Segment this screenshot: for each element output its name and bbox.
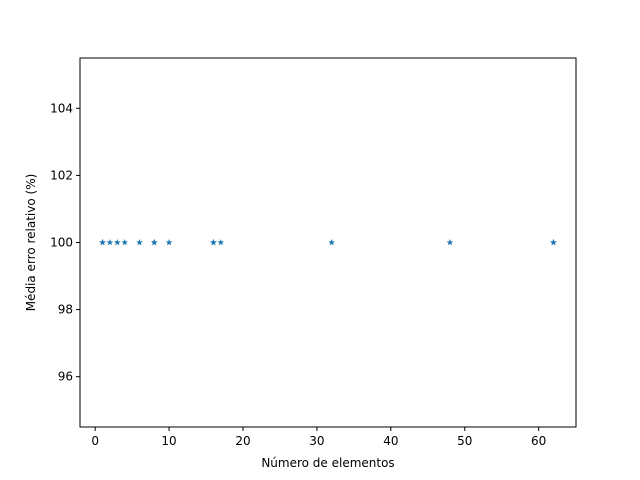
data-point [210,239,217,246]
data-point [136,239,143,246]
x-tick-label: 20 [235,434,250,448]
x-tick-label: 60 [531,434,546,448]
x-tick-label: 40 [383,434,398,448]
x-tick-label: 10 [161,434,176,448]
y-tick-label: 100 [50,236,73,250]
y-tick-label: 104 [50,101,73,115]
data-point [446,239,454,246]
x-axis: 0 10 20 30 40 50 60 [91,427,546,448]
y-axis-label: Média erro relativo (%) [24,174,38,312]
plot-area-frame [79,57,577,428]
data-point [550,239,557,246]
data-point [121,239,128,246]
y-tick-label: 98 [58,303,73,317]
data-points [99,239,557,246]
data-point [114,239,121,246]
x-tick-label: 50 [457,434,472,448]
data-point [151,239,158,246]
data-point [217,239,225,246]
data-point [165,239,173,246]
y-axis: 96 98 100 102 104 [50,101,80,384]
y-tick-label: 102 [50,168,73,182]
x-tick-label: 30 [309,434,324,448]
data-point [99,239,106,246]
x-tick-label: 0 [91,434,99,448]
plot-area-background [80,58,576,427]
x-axis-label: Número de elementos [261,456,394,470]
data-point [106,239,114,246]
y-tick-label: 96 [58,370,73,384]
data-point [328,239,335,246]
